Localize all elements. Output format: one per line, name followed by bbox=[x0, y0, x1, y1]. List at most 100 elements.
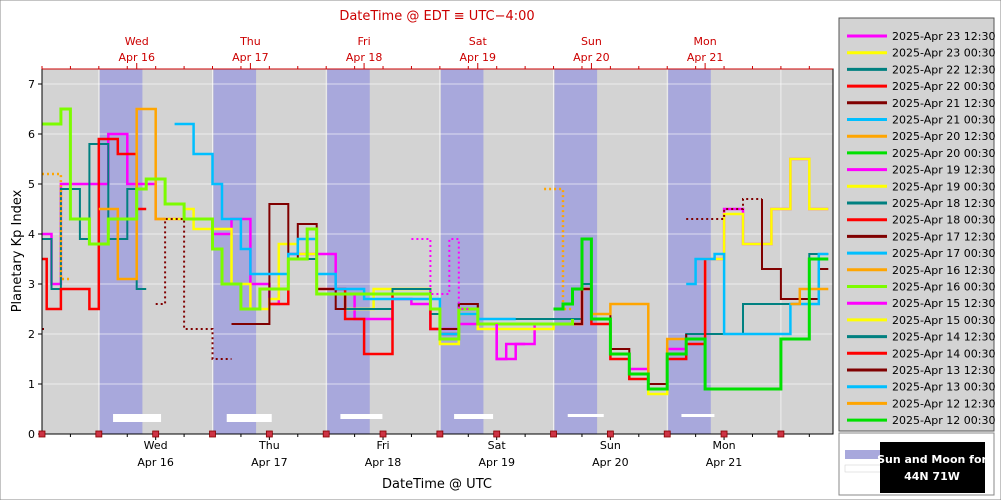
y-tick-label: 5 bbox=[28, 178, 35, 191]
time-marker bbox=[663, 430, 671, 438]
x-tick-date: Apr 21 bbox=[706, 456, 743, 469]
top-tick-date: Apr 18 bbox=[346, 51, 383, 64]
moon-bar bbox=[113, 414, 162, 422]
legend: 2025-Apr 23 12:30 2025-Apr 23 00:30 2025-A… bbox=[838, 17, 995, 496]
top-tick-date: Apr 21 bbox=[687, 51, 724, 64]
x-tick-date: Apr 20 bbox=[592, 456, 629, 469]
x-tick-weekday: Sat bbox=[488, 439, 507, 452]
time-marker bbox=[38, 430, 46, 438]
x-tick-date: Apr 16 bbox=[137, 456, 174, 469]
legend-label: 2025-Apr 18 12:30 bbox=[892, 197, 995, 210]
kp-trace bbox=[42, 137, 147, 311]
night-band bbox=[99, 69, 143, 434]
top-tick-date: Apr 16 bbox=[118, 51, 155, 64]
top-tick-date: Apr 17 bbox=[232, 51, 269, 64]
time-marker bbox=[606, 430, 614, 438]
kp-trace bbox=[411, 238, 469, 310]
x-tick-weekday: Mon bbox=[712, 439, 735, 452]
x-tick-date: Apr 18 bbox=[365, 456, 402, 469]
time-marker bbox=[322, 430, 330, 438]
x-tick-date: Apr 19 bbox=[478, 456, 515, 469]
legend-label: 2025-Apr 21 12:30 bbox=[892, 97, 995, 110]
x-tick-date: Apr 17 bbox=[251, 456, 288, 469]
time-marker bbox=[436, 430, 444, 438]
kp-trace bbox=[591, 302, 687, 391]
legend-label: 2025-Apr 13 00:30 bbox=[892, 381, 995, 394]
legend-label: 2025-Apr 12 00:30 bbox=[892, 414, 995, 427]
legend-label: 2025-Apr 22 12:30 bbox=[892, 63, 995, 76]
top-tick-weekday: Mon bbox=[694, 35, 717, 48]
time-marker bbox=[95, 430, 103, 438]
top-tick-weekday: Wed bbox=[125, 35, 149, 48]
y-axis-title: Planetary Kp Index bbox=[10, 189, 25, 312]
top-tick-weekday: Sun bbox=[581, 35, 602, 48]
legend-label: 2025-Apr 16 12:30 bbox=[892, 264, 995, 277]
x-tick-weekday: Thu bbox=[258, 439, 280, 452]
x-tick-weekday: Wed bbox=[144, 439, 168, 452]
legend-label: 2025-Apr 22 00:30 bbox=[892, 80, 995, 93]
top-tick-date: Apr 19 bbox=[459, 51, 496, 64]
legend-label: 2025-Apr 17 00:30 bbox=[892, 247, 995, 260]
x-axis-title: DateTime @ UTC bbox=[382, 477, 492, 492]
legend-label: 2025-Apr 16 00:30 bbox=[892, 281, 995, 294]
legend-label: 2025-Apr 12 12:30 bbox=[892, 397, 995, 410]
moon-bar bbox=[226, 414, 272, 422]
y-tick-label: 2 bbox=[28, 328, 35, 341]
y-tick-label: 6 bbox=[28, 128, 35, 141]
sun-moon-note: Sun and Moon for bbox=[877, 453, 987, 466]
y-tick-label: 3 bbox=[28, 278, 35, 291]
time-marker bbox=[720, 430, 728, 438]
time-marker bbox=[493, 430, 501, 438]
axes: 0 1 2 3 4 5 6 7 Wed Apr 16 Thu Apr 17 Fri Apr 18 Sat Ap… bbox=[28, 35, 834, 469]
kp-trace bbox=[174, 122, 516, 336]
y-tick-label: 4 bbox=[28, 228, 35, 241]
moon-swatch bbox=[844, 464, 886, 473]
sun-moon-badge bbox=[880, 442, 985, 493]
legend-label: 2025-Apr 23 12:30 bbox=[892, 30, 995, 43]
time-marker bbox=[265, 430, 273, 438]
night-band bbox=[440, 69, 484, 434]
kp-trace bbox=[686, 198, 762, 220]
legend-label: 2025-Apr 19 00:30 bbox=[892, 180, 995, 193]
night-band bbox=[327, 69, 370, 434]
legend-label: 2025-Apr 19 12:30 bbox=[892, 164, 995, 177]
kp-trace bbox=[553, 237, 829, 391]
time-marker bbox=[550, 430, 557, 438]
sun-moon-note: 44N 71W bbox=[904, 470, 960, 483]
top-tick-date: Apr 20 bbox=[573, 51, 610, 64]
top-tick-weekday: Thu bbox=[239, 35, 261, 48]
legend-label: 2025-Apr 20 12:30 bbox=[892, 130, 995, 143]
time-marker bbox=[209, 430, 216, 438]
moon-bar bbox=[340, 414, 383, 419]
legend-label: 2025-Apr 15 00:30 bbox=[892, 314, 995, 327]
top-tick-weekday: Fri bbox=[358, 35, 371, 48]
legend-label: 2025-Apr 20 00:30 bbox=[892, 147, 995, 160]
legend-label: 2025-Apr 17 12:30 bbox=[892, 230, 995, 243]
legend-label: 2025-Apr 23 00:30 bbox=[892, 47, 995, 60]
plot-background bbox=[42, 69, 833, 434]
y-tick-label: 7 bbox=[28, 78, 35, 91]
night-swatch bbox=[845, 450, 885, 459]
moon-bar bbox=[454, 414, 494, 419]
legend-label: 2025-Apr 14 00:30 bbox=[892, 347, 995, 360]
kp-trace bbox=[495, 324, 526, 361]
legend-label: 2025-Apr 13 12:30 bbox=[892, 364, 995, 377]
kp-trace bbox=[42, 172, 71, 281]
kp-trace bbox=[686, 252, 829, 336]
y-tick-label: 1 bbox=[28, 378, 35, 391]
kp-trace bbox=[155, 218, 232, 360]
time-marker bbox=[152, 430, 160, 438]
chart-title: DateTime @ EDT ≡ UTC−4:00 bbox=[339, 9, 534, 24]
top-tick-weekday: Sat bbox=[469, 35, 488, 48]
legend-label: 2025-Apr 15 12:30 bbox=[892, 297, 995, 310]
legend-label: 2025-Apr 21 00:30 bbox=[892, 114, 995, 127]
moon-bar bbox=[681, 414, 715, 417]
kp-trace bbox=[42, 143, 147, 290]
time-marker bbox=[379, 430, 387, 438]
legend-label: 2025-Apr 14 12:30 bbox=[892, 331, 995, 344]
y-tick-label: 0 bbox=[28, 428, 35, 441]
legend-label: 2025-Apr 18 00:30 bbox=[892, 214, 995, 227]
x-tick-weekday: Sun bbox=[600, 439, 621, 452]
moon-bar bbox=[567, 414, 604, 417]
x-tick-weekday: Fri bbox=[376, 439, 389, 452]
